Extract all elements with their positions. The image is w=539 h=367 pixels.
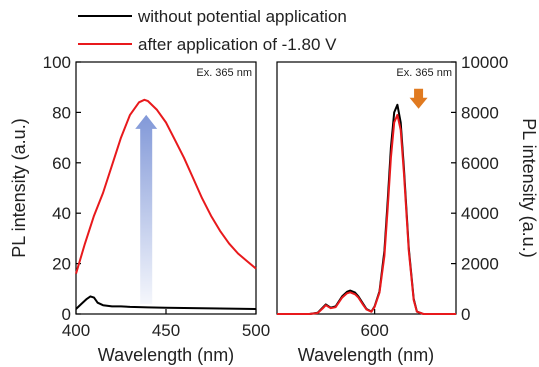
left-annotation: Ex. 365 nm	[196, 67, 252, 79]
left-panel: 0 20 40 60 80 100 400 450 500 Ex. 365 nm Wavele…	[9, 53, 270, 365]
right-y-tick-label: 2000	[461, 255, 499, 274]
right-y-tick-label: 8000	[461, 103, 499, 122]
right-panel: 0 2000 4000 6000 8000 10000 600 Ex. 365 nm Wa…	[276, 53, 539, 365]
right-annotation: Ex. 365 nm	[396, 67, 452, 79]
left-series-0-line	[75, 295, 257, 310]
left-y-tick-label: 80	[52, 103, 71, 122]
right-y-tick-label: 10000	[461, 53, 508, 72]
legend: without potential application after appl…	[78, 7, 347, 54]
right-y-ticks: 0 2000 4000 6000 8000 10000	[451, 53, 508, 324]
left-x-axis-label: Wavelength (nm)	[98, 345, 234, 365]
right-plot-frame	[276, 61, 457, 315]
left-series	[75, 98, 257, 310]
left-blue-up-arrow	[135, 114, 158, 304]
left-y-tick-label: 60	[52, 154, 71, 173]
right-y-axis-label: PL intensity (a.u.)	[519, 118, 539, 257]
left-x-ticks: 400 450 500	[62, 309, 270, 340]
right-y-tick-label: 0	[461, 305, 470, 324]
right-series-1-line	[277, 113, 456, 315]
right-series	[277, 103, 456, 315]
left-y-tick-label: 20	[52, 255, 71, 274]
blue-up-arrow-shape	[135, 114, 158, 304]
left-series-1-line	[75, 98, 257, 274]
left-y-tick-label: 0	[62, 305, 71, 324]
legend-label-0: without potential application	[137, 7, 347, 26]
right-x-tick-label: 600	[360, 321, 388, 340]
right-x-ticks: 600	[360, 309, 389, 340]
left-x-tick-label: 400	[62, 321, 90, 340]
orange-down-arrow-shape	[409, 88, 428, 109]
right-orange-down-arrow	[409, 88, 428, 109]
right-x-axis-label: Wavelength (nm)	[298, 345, 434, 365]
left-x-tick-label: 450	[152, 321, 180, 340]
right-y-tick-label: 6000	[461, 154, 499, 173]
left-y-tick-label: 100	[43, 53, 71, 72]
left-y-axis-label: PL intensity (a.u.)	[9, 118, 29, 257]
left-y-ticks: 0 20 40 60 80 100	[43, 53, 81, 324]
left-plot-frame	[75, 61, 257, 315]
left-y-tick-label: 40	[52, 204, 71, 223]
left-x-tick-label: 500	[242, 321, 270, 340]
legend-label-1: after application of -1.80 V	[138, 35, 337, 54]
right-y-tick-label: 4000	[461, 204, 499, 223]
right-series-0-line	[277, 103, 456, 315]
